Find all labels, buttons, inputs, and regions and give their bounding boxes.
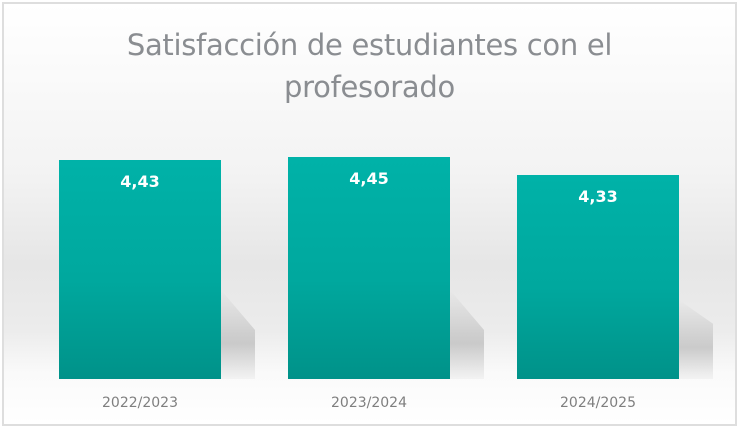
data-label: 4,45	[349, 169, 389, 188]
bar-2022-2023[interactable]: 4,43	[59, 160, 221, 379]
chart-title: Satisfacción de estudiantes con el profe…	[0, 24, 739, 108]
chart-title-line-2: profesorado	[284, 70, 455, 104]
data-label: 4,43	[120, 172, 160, 191]
x-axis-label: 2023/2024	[331, 395, 407, 411]
x-axis-label: 2024/2025	[560, 395, 636, 411]
bar-2024-2025[interactable]: 4,33	[517, 175, 679, 379]
x-axis-label: 2022/2023	[102, 395, 178, 411]
data-label: 4,33	[578, 187, 618, 206]
bar-2023-2024[interactable]: 4,45	[288, 157, 450, 379]
chart-title-line-1: Satisfacción de estudiantes con el	[126, 28, 613, 62]
